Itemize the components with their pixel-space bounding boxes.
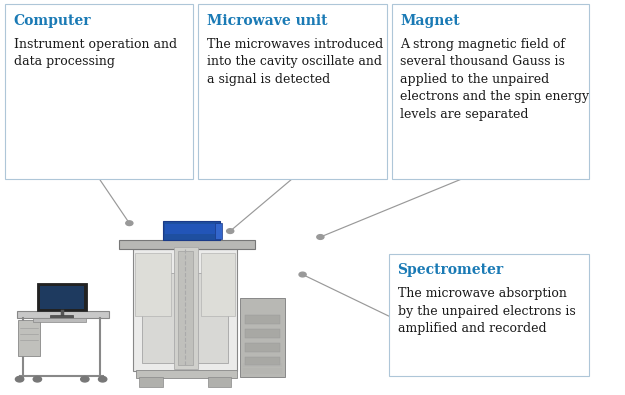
Bar xyxy=(17,311,109,318)
Text: A strong magnetic field of
several thousand Gauss is
applied to the unpaired
ele: A strong magnetic field of several thous… xyxy=(401,38,589,120)
Circle shape xyxy=(126,221,133,226)
Circle shape xyxy=(317,235,324,239)
Circle shape xyxy=(81,376,89,382)
Bar xyxy=(245,343,280,352)
Bar xyxy=(142,273,228,363)
Circle shape xyxy=(99,376,107,382)
Bar xyxy=(245,329,280,338)
Bar xyxy=(32,318,86,322)
Bar xyxy=(163,221,219,240)
Bar xyxy=(245,315,280,324)
Bar xyxy=(136,370,238,378)
Text: Microwave unit: Microwave unit xyxy=(207,14,328,28)
Bar xyxy=(198,4,387,179)
Bar xyxy=(40,286,84,309)
Text: Magnet: Magnet xyxy=(401,14,460,28)
Text: Spectrometer: Spectrometer xyxy=(398,263,504,277)
Bar xyxy=(134,249,238,371)
Circle shape xyxy=(227,229,234,233)
Text: The microwave absorption
by the unpaired electrons is
amplified and recorded: The microwave absorption by the unpaired… xyxy=(398,287,575,335)
Bar xyxy=(245,357,280,365)
Bar xyxy=(392,4,589,179)
Circle shape xyxy=(299,272,306,277)
Bar xyxy=(135,253,171,316)
Bar xyxy=(139,377,163,387)
Bar xyxy=(37,283,88,311)
Bar xyxy=(165,224,217,234)
Bar xyxy=(389,254,589,376)
Bar xyxy=(240,298,285,377)
Bar xyxy=(5,4,193,179)
Bar xyxy=(201,253,235,316)
Text: Instrument operation and
data processing: Instrument operation and data processing xyxy=(14,38,177,68)
Bar xyxy=(174,247,198,369)
Bar xyxy=(18,320,41,356)
Circle shape xyxy=(16,376,24,382)
Bar xyxy=(216,223,222,239)
Bar xyxy=(119,240,255,249)
Bar xyxy=(51,315,73,318)
Circle shape xyxy=(33,376,41,382)
Bar xyxy=(178,251,193,365)
Text: Computer: Computer xyxy=(14,14,91,28)
Text: The microwaves introduced
into the cavity oscillate and
a signal is detected: The microwaves introduced into the cavit… xyxy=(207,38,383,86)
Bar xyxy=(208,377,231,387)
